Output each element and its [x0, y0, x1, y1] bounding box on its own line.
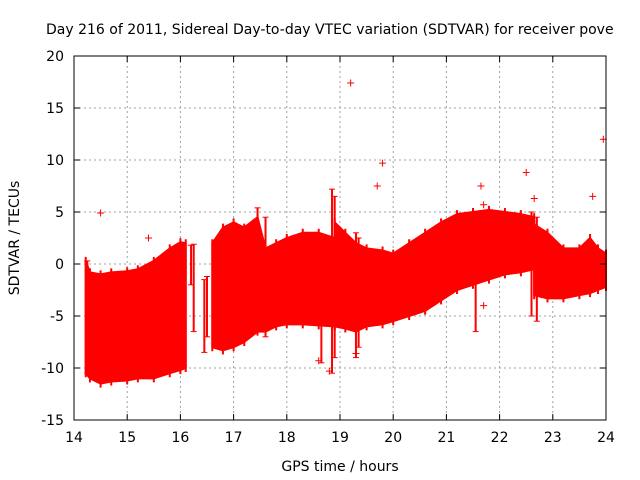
- y-tick-label: -15: [41, 413, 64, 429]
- outlier-point: [379, 159, 387, 167]
- x-tick-label: 20: [384, 430, 402, 446]
- x-tick-label: 15: [118, 430, 136, 446]
- x-tick-label: 22: [491, 430, 509, 446]
- outlier-point: [144, 234, 152, 242]
- outlier-point: [347, 79, 355, 87]
- outlier-point: [480, 201, 488, 209]
- y-tick-label: 10: [46, 153, 64, 169]
- y-tick-label: -5: [50, 309, 64, 325]
- outlier-point: [480, 302, 488, 310]
- data-band: [84, 205, 607, 388]
- outlier-point: [530, 194, 538, 202]
- y-tick-label: 20: [46, 49, 64, 65]
- x-axis-label: GPS time / hours: [281, 459, 398, 475]
- outlier-point: [325, 367, 333, 375]
- outlier-point: [589, 192, 597, 200]
- band-segment: [533, 222, 607, 300]
- x-tick-label: 18: [278, 430, 296, 446]
- band-segment: [211, 215, 336, 352]
- outlier-point: [522, 168, 530, 176]
- data-spikes: [84, 188, 540, 374]
- x-tick-label: 23: [544, 430, 562, 446]
- x-tick-label: 14: [65, 430, 83, 446]
- x-tick-label: 19: [331, 430, 349, 446]
- y-tick-label: -10: [41, 361, 64, 377]
- outlier-point: [477, 182, 485, 190]
- chart-title: Day 216 of 2011, Sidereal Day-to-day VTE…: [46, 22, 614, 38]
- outlier-point: [97, 209, 105, 217]
- axis-ticks: 14 15 16 17 18 19 20 21 22 23 24 -15 -10 -5 0 5 10 15 20: [41, 49, 615, 446]
- y-tick-label: 5: [55, 205, 64, 221]
- outlier-point: [352, 349, 360, 357]
- x-tick-label: 17: [225, 430, 243, 446]
- x-tick-label: 24: [597, 430, 615, 446]
- x-tick-label: 16: [171, 430, 189, 446]
- y-axis-label: SDTVAR / TECUs: [7, 181, 23, 296]
- outlier-point: [373, 182, 381, 190]
- x-tick-label: 21: [437, 430, 455, 446]
- outlier-point: [315, 357, 323, 365]
- y-tick-label: 15: [46, 101, 64, 117]
- y-tick-label: 0: [55, 257, 64, 273]
